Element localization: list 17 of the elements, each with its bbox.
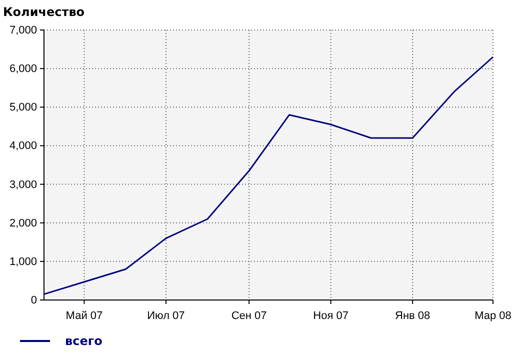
x-tick-label: Сен 07 (231, 310, 267, 322)
y-tick-label: 1,000 (9, 256, 37, 268)
y-axis-title: Количество (3, 5, 85, 19)
x-tick-label: Май 07 (66, 310, 103, 322)
x-tick-label: Июл 07 (147, 310, 185, 322)
y-tick-label: 7,000 (9, 24, 37, 37)
y-tick-label: 5,000 (9, 102, 37, 114)
x-tick-label: Янв 08 (395, 310, 430, 322)
y-tick-label: 3,000 (9, 178, 37, 191)
line-series (43, 56, 494, 295)
x-tick-label: Ноя 07 (313, 310, 348, 322)
x-tick-label: Мар 08 (474, 310, 512, 322)
y-tick-label: 2,000 (9, 217, 37, 230)
legend-label: всего (65, 334, 102, 348)
y-tick-label: 4,000 (9, 140, 37, 152)
y-tick-label: 0 (30, 294, 37, 307)
y-tick-label: 6,000 (9, 63, 37, 76)
